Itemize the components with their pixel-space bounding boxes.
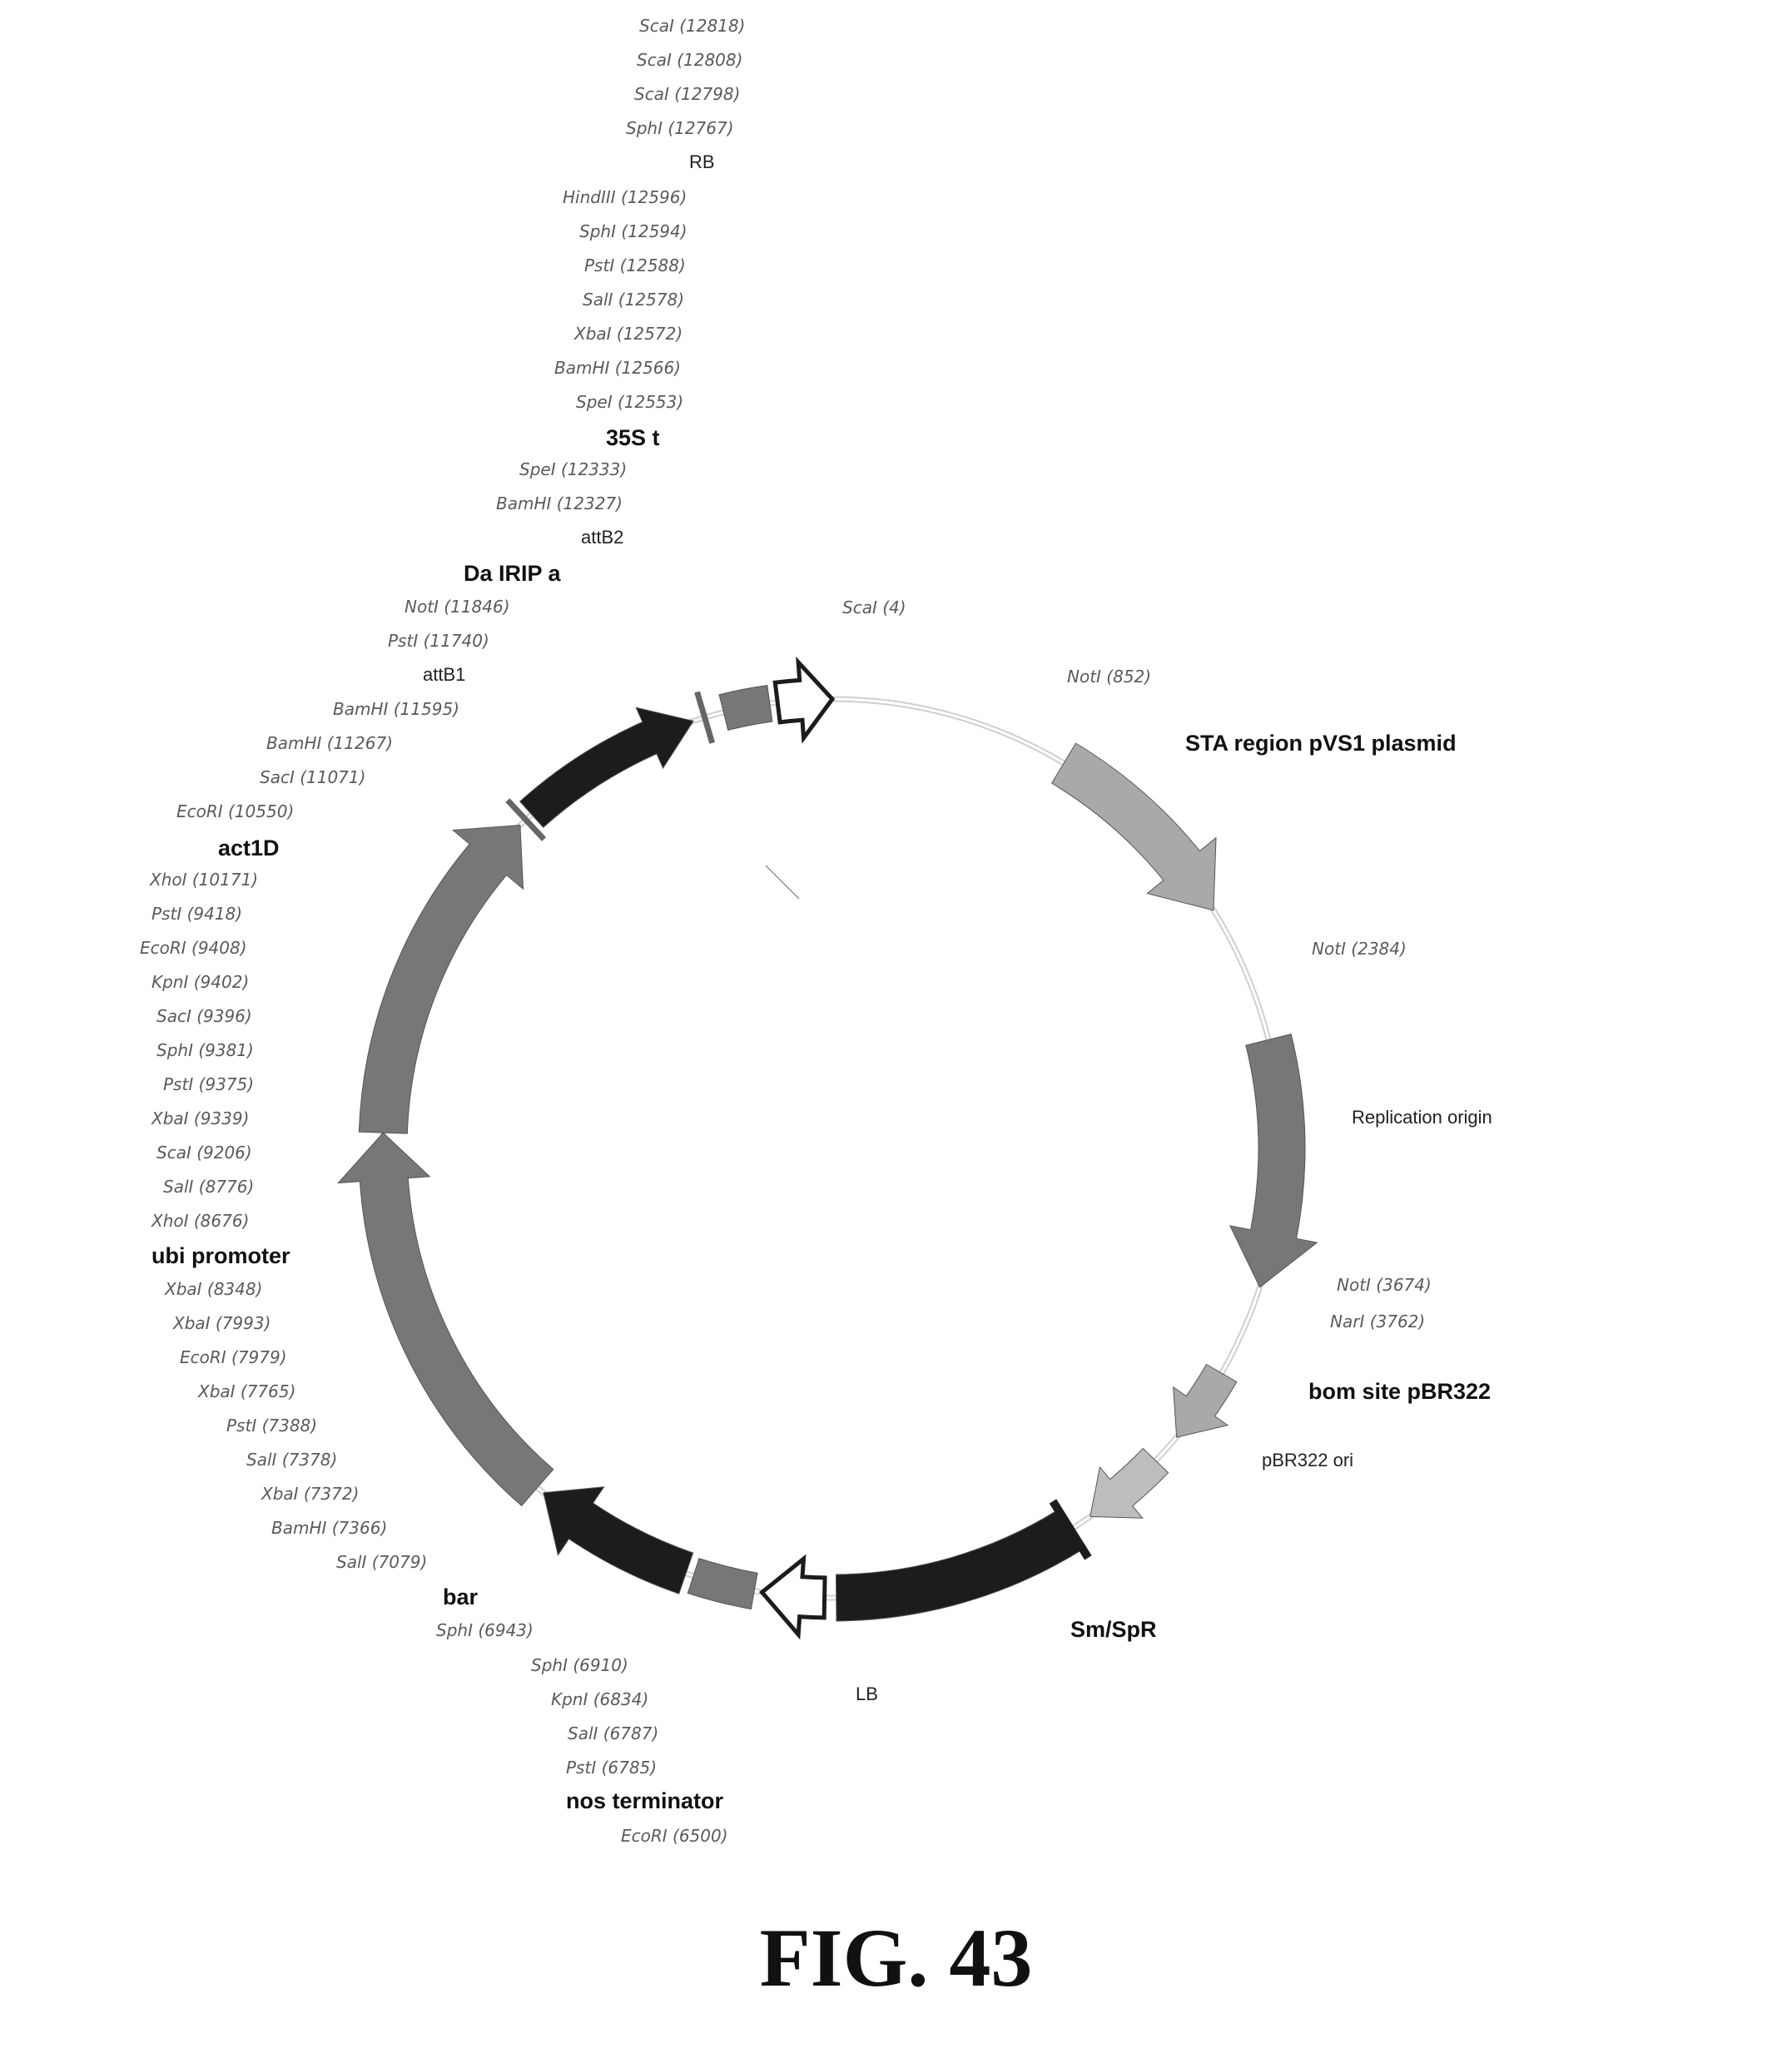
- site-label: XbaI (8348): [164, 1279, 262, 1299]
- feature-label-replication-origin: Replication origin: [1352, 1107, 1492, 1128]
- figure-caption: FIG. 43: [0, 1910, 1792, 2006]
- site-label: SphI (12767): [626, 118, 734, 138]
- site-label: ScaI (12808): [637, 50, 742, 70]
- feature-sta-region: [1052, 743, 1216, 910]
- site-label: PstI (11740): [388, 631, 489, 651]
- feature-bom-site: [1174, 1365, 1237, 1438]
- site-label: EcoRI (7979): [180, 1347, 287, 1367]
- site-label: PstI (6785): [566, 1758, 657, 1778]
- site-label: SphI (6910): [531, 1655, 628, 1675]
- site-label: SalI (6787): [568, 1723, 658, 1743]
- site-label: XbaI (7993): [172, 1313, 271, 1333]
- site-label: BamHI (12327): [496, 493, 623, 513]
- site-label: SphI (9381): [156, 1040, 254, 1060]
- feature-label-attb1: attB1: [423, 664, 465, 685]
- feature-nos-terminator: [688, 1559, 757, 1609]
- feature-35s-t: [719, 685, 772, 730]
- feature-act1d: [359, 826, 523, 1134]
- site-label: XhoI (10171): [149, 870, 258, 890]
- site-label: SacI (11071): [260, 767, 365, 787]
- site-label: PstI (9418): [151, 904, 242, 924]
- site-label: SalI (12578): [583, 290, 684, 310]
- site-label: KpnI (6834): [551, 1689, 648, 1709]
- site-label: SpeI (12333): [519, 459, 627, 479]
- site-label: XbaI (7372): [261, 1484, 359, 1504]
- feature-bar: [544, 1487, 693, 1594]
- site-label: XbaI (12572): [573, 324, 683, 344]
- feature-replication-origin: [1230, 1034, 1317, 1287]
- feature-label-bom-site: bom site pBR322: [1308, 1379, 1491, 1404]
- feature-rb: [775, 662, 832, 738]
- feature-label-pbr322-ori: pBR322 ori: [1262, 1450, 1353, 1470]
- site-label: BamHI (7366): [271, 1518, 387, 1538]
- feature-label-lb: LB: [856, 1684, 878, 1704]
- site-label: ScaI (9206): [156, 1143, 252, 1163]
- site-label: NarI (3762): [1330, 1312, 1425, 1331]
- site-label: EcoRI (6500): [621, 1826, 728, 1846]
- feature-da-irip-a: [520, 707, 694, 827]
- site-label: ScaI (4): [842, 598, 906, 617]
- site-label: NotI (2384): [1312, 939, 1407, 959]
- site-label: SacI (9396): [156, 1006, 252, 1026]
- site-label: BamHI (12566): [554, 358, 681, 378]
- site-label: ScaI (12798): [634, 84, 740, 104]
- feature-label-35s-t: 35S t: [606, 425, 660, 450]
- site-label: PstI (9375): [163, 1074, 254, 1094]
- site-label: KpnI (9402): [151, 972, 249, 992]
- site-label: SphI (6943): [436, 1620, 534, 1640]
- site-label: BamHI (11267): [266, 733, 393, 753]
- feature-label-sta-region: STA region pVS1 plasmid: [1185, 731, 1457, 756]
- feature-sm-spr: [836, 1510, 1083, 1621]
- site-label: XbaI (7765): [197, 1381, 295, 1401]
- site-label: PstI (12588): [584, 255, 686, 275]
- site-label: NotI (11846): [405, 597, 510, 617]
- site-label: SphI (12594): [579, 221, 688, 241]
- site-label: SalI (7378): [246, 1450, 337, 1470]
- site-label: XhoI (8676): [151, 1211, 249, 1231]
- feature-label-sm-spr: Sm/SpR: [1070, 1617, 1157, 1642]
- site-label: SalI (8776): [163, 1177, 254, 1197]
- site-label: ScaI (12818): [639, 16, 745, 36]
- site-label: SalI (7079): [336, 1552, 427, 1572]
- feature-ubi-promoter: [338, 1133, 553, 1505]
- feature-label-rb: RB: [689, 151, 715, 172]
- site-label: BamHI (11595): [333, 699, 459, 719]
- feature-lb: [762, 1559, 825, 1634]
- feature-label-bar: bar: [443, 1584, 479, 1609]
- site-label: NotI (852): [1067, 667, 1151, 687]
- feature-label-ubi-promoter: ubi promoter: [151, 1243, 290, 1268]
- site-label: PstI (7388): [226, 1416, 317, 1436]
- site-label: XbaI (9339): [151, 1108, 249, 1128]
- feature-label-nos-terminator: nos terminator: [566, 1788, 724, 1813]
- site-label: HindIII (12596): [563, 187, 687, 207]
- feature-label-da-irip-a: Da IRIP a: [464, 561, 562, 586]
- feature-label-act1d: act1D: [218, 836, 280, 860]
- site-label: EcoRI (9408): [140, 938, 247, 958]
- site-label: EcoRI (10550): [176, 801, 294, 821]
- site-label: NotI (3674): [1337, 1275, 1432, 1295]
- feature-label-attb2: attB2: [581, 527, 623, 548]
- site-label: SpeI (12553): [576, 392, 683, 412]
